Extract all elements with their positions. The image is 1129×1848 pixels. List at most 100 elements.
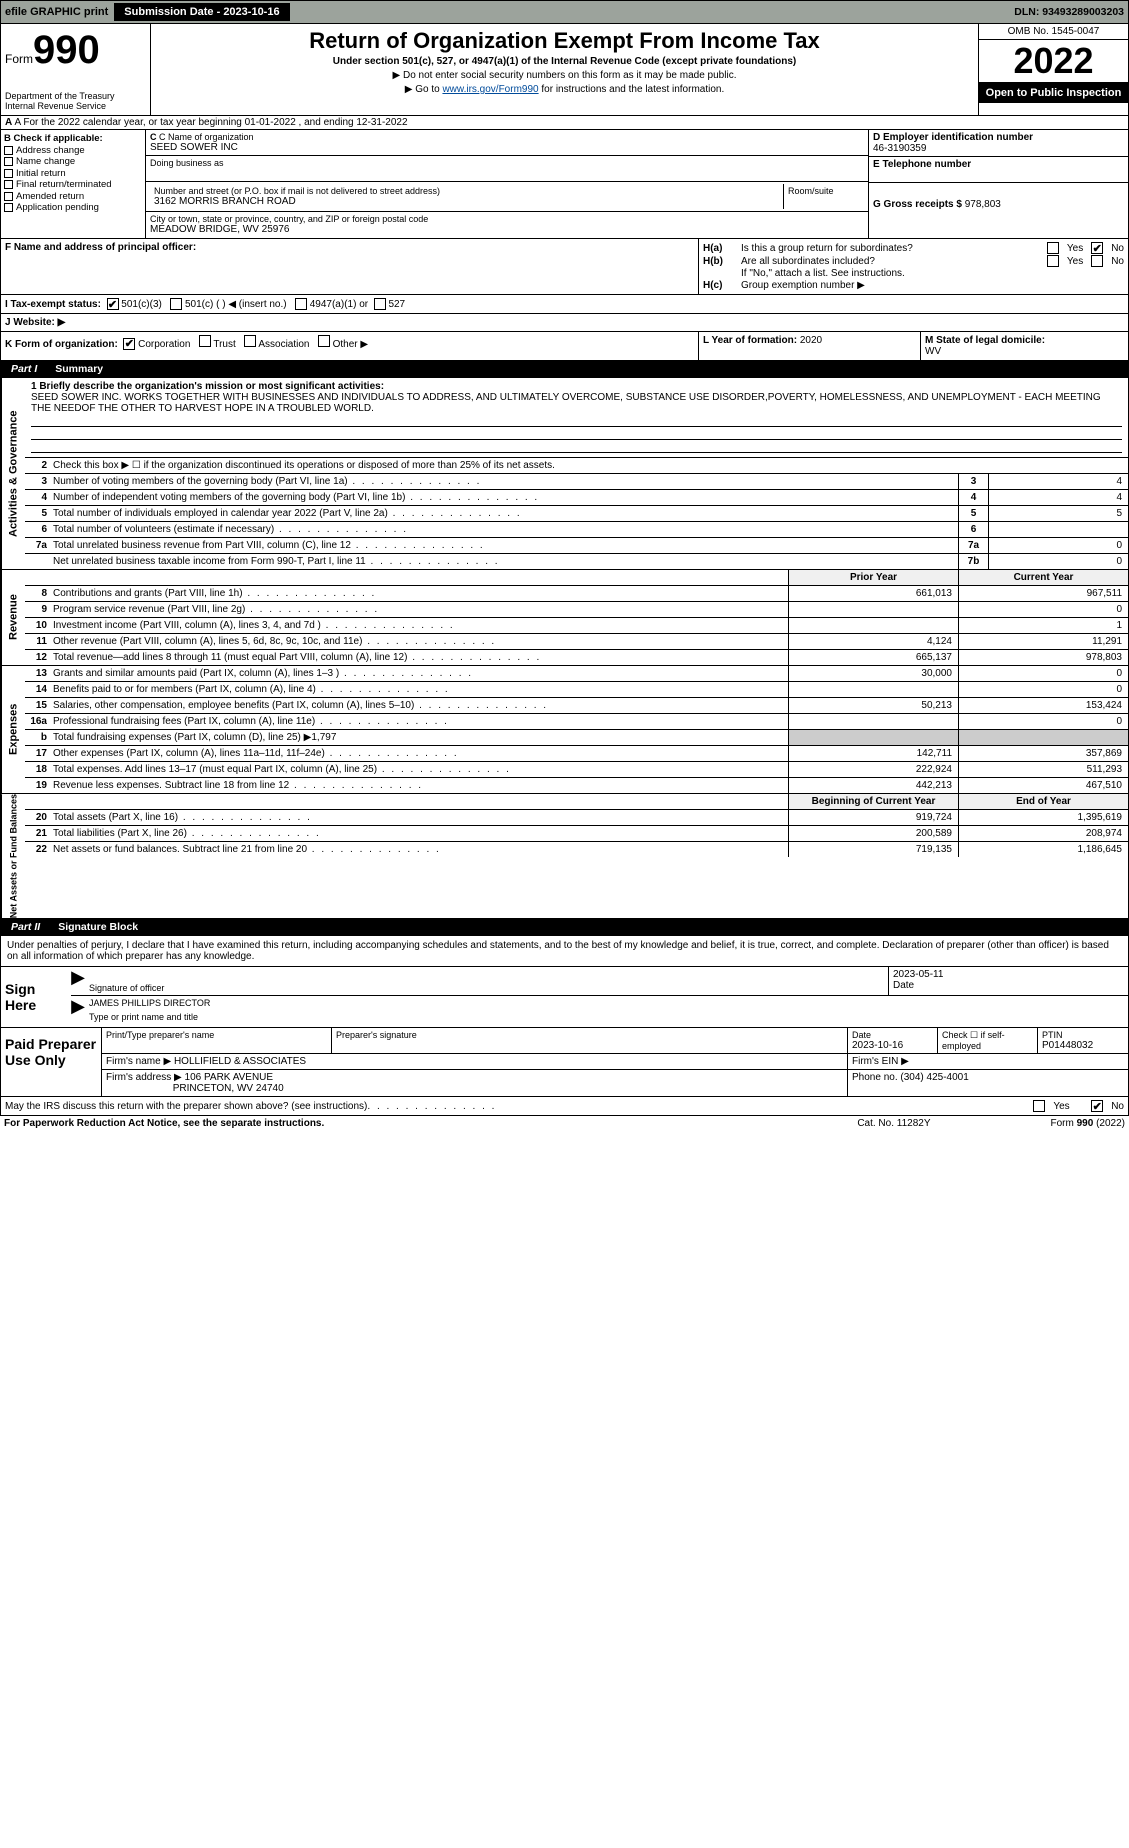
line-num: 5 bbox=[25, 506, 51, 521]
governance-section: Activities & Governance 1 Briefly descri… bbox=[0, 378, 1129, 570]
line-box: 4 bbox=[958, 490, 988, 505]
form-ref: Form 990 (2022) bbox=[1051, 1118, 1125, 1129]
sign-here-label: Sign Here bbox=[1, 967, 71, 1027]
prior-value: 442,213 bbox=[788, 778, 958, 793]
paid-preparer-label: Paid Preparer Use Only bbox=[1, 1028, 101, 1096]
trust-checkbox[interactable] bbox=[199, 335, 211, 347]
paperwork-notice: For Paperwork Reduction Act Notice, see … bbox=[4, 1118, 857, 1129]
ptin-value: P01448032 bbox=[1042, 1040, 1124, 1051]
note-link-pre: ▶ Go to bbox=[405, 84, 443, 95]
discuss-text: May the IRS discuss this return with the… bbox=[5, 1101, 367, 1112]
form-title: Return of Organization Exempt From Incom… bbox=[159, 28, 970, 54]
line-num: 19 bbox=[25, 778, 51, 793]
checkbox[interactable] bbox=[4, 169, 13, 178]
dln-label: DLN: 93493289003203 bbox=[1014, 6, 1124, 18]
addr-label: Number and street (or P.O. box if mail i… bbox=[154, 186, 779, 196]
hb-note: If "No," attach a list. See instructions… bbox=[741, 268, 1124, 279]
checkbox-label: Name change bbox=[16, 156, 75, 167]
other-checkbox[interactable] bbox=[318, 335, 330, 347]
sig-arrow-icon: ▶ bbox=[71, 996, 85, 1024]
firm-addr2: PRINCETON, WV 24740 bbox=[173, 1083, 284, 1094]
firm-name-label: Firm's name ▶ bbox=[106, 1056, 171, 1067]
line-num: 18 bbox=[25, 762, 51, 777]
checkbox[interactable] bbox=[4, 192, 13, 201]
prep-sig-label: Preparer's signature bbox=[336, 1030, 843, 1040]
row-l-year: L Year of formation: 2020 bbox=[698, 332, 920, 360]
hb-no-checkbox[interactable] bbox=[1091, 255, 1103, 267]
expenses-section: Expenses 13Grants and similar amounts pa… bbox=[0, 666, 1129, 794]
cat-no: Cat. No. 11282Y bbox=[857, 1118, 930, 1129]
row-fh: F Name and address of principal officer:… bbox=[0, 239, 1129, 295]
row-k-form-org: K Form of organization: ✔ Corporation Tr… bbox=[1, 332, 698, 360]
line-text: Contributions and grants (Part VIII, lin… bbox=[51, 586, 788, 601]
ha-text: Is this a group return for subordinates? bbox=[741, 243, 1047, 254]
row-klm: K Form of organization: ✔ Corporation Tr… bbox=[0, 332, 1129, 361]
governance-vtab: Activities & Governance bbox=[1, 378, 25, 569]
gross-value: 978,803 bbox=[965, 199, 1001, 210]
line-text: Revenue less expenses. Subtract line 18 … bbox=[51, 778, 788, 793]
irs-link[interactable]: www.irs.gov/Form990 bbox=[442, 84, 538, 95]
prior-year-header: Prior Year bbox=[788, 570, 958, 585]
line-box: 7a bbox=[958, 538, 988, 553]
addr-value: 3162 MORRIS BRANCH ROAD bbox=[154, 196, 779, 207]
gross-label: G Gross receipts $ bbox=[873, 199, 962, 210]
city-label: City or town, state or province, country… bbox=[150, 214, 864, 224]
officer-label: F Name and address of principal officer: bbox=[5, 242, 196, 253]
firm-name: HOLLIFIELD & ASSOCIATES bbox=[174, 1056, 306, 1067]
checkbox[interactable] bbox=[4, 146, 13, 155]
line-text: Total revenue—add lines 8 through 11 (mu… bbox=[51, 650, 788, 665]
efile-label: efile GRAPHIC print bbox=[5, 6, 108, 18]
corp-checkbox[interactable]: ✔ bbox=[123, 338, 135, 350]
checkbox[interactable] bbox=[4, 157, 13, 166]
form-word: Form bbox=[5, 52, 33, 66]
col-b-checkboxes: B Check if applicable: Address changeNam… bbox=[1, 130, 146, 238]
part2-label: Part II bbox=[1, 919, 50, 935]
submission-date-button[interactable]: Submission Date - 2023-10-16 bbox=[114, 3, 289, 21]
ein-label: D Employer identification number bbox=[873, 132, 1124, 143]
ha-yes-checkbox[interactable] bbox=[1047, 242, 1059, 254]
line-num: 22 bbox=[25, 842, 51, 857]
row-m-state: M State of legal domicile:WV bbox=[920, 332, 1128, 360]
line-num bbox=[25, 554, 51, 569]
row-a-calendar: A A For the 2022 calendar year, or tax y… bbox=[0, 116, 1129, 130]
527-checkbox[interactable] bbox=[374, 298, 386, 310]
line-text: Total expenses. Add lines 13–17 (must eq… bbox=[51, 762, 788, 777]
hb-yes-checkbox[interactable] bbox=[1047, 255, 1059, 267]
line-num: 4 bbox=[25, 490, 51, 505]
checkbox-label: Application pending bbox=[16, 202, 99, 213]
prior-value: 30,000 bbox=[788, 666, 958, 681]
checkbox[interactable] bbox=[4, 180, 13, 189]
current-value: 467,510 bbox=[958, 778, 1128, 793]
ha-no-checkbox[interactable]: ✔ bbox=[1091, 242, 1103, 254]
note-ssn: ▶ Do not enter social security numbers o… bbox=[159, 70, 970, 81]
discuss-no-checkbox[interactable]: ✔ bbox=[1091, 1100, 1103, 1112]
501c-checkbox[interactable] bbox=[170, 298, 182, 310]
self-emp-label: Check ☐ if self-employed bbox=[938, 1028, 1038, 1053]
q1-label: 1 Briefly describe the organization's mi… bbox=[31, 381, 384, 392]
form-header: Form990 Department of the Treasury Inter… bbox=[0, 24, 1129, 116]
discuss-yes-checkbox[interactable] bbox=[1033, 1100, 1045, 1112]
501c3-checkbox[interactable]: ✔ bbox=[107, 298, 119, 310]
line-num: 6 bbox=[25, 522, 51, 537]
4947-checkbox[interactable] bbox=[295, 298, 307, 310]
row-j-website: J Website: ▶ bbox=[0, 314, 1129, 332]
current-value: 1 bbox=[958, 618, 1128, 633]
part2-title: Signature Block bbox=[50, 919, 146, 935]
current-value: 511,293 bbox=[958, 762, 1128, 777]
checkbox[interactable] bbox=[4, 203, 13, 212]
footer: For Paperwork Reduction Act Notice, see … bbox=[0, 1116, 1129, 1131]
uline bbox=[31, 428, 1122, 440]
line-text: Total number of volunteers (estimate if … bbox=[51, 522, 958, 537]
firm-addr1: 106 PARK AVENUE bbox=[185, 1072, 274, 1083]
room-label: Room/suite bbox=[788, 186, 860, 196]
line-text: Salaries, other compensation, employee b… bbox=[51, 698, 788, 713]
line-box: 7b bbox=[958, 554, 988, 569]
assoc-checkbox[interactable] bbox=[244, 335, 256, 347]
mission-text: SEED SOWER INC. WORKS TOGETHER WITH BUSI… bbox=[31, 392, 1101, 414]
sig-officer-label: Signature of officer bbox=[89, 983, 884, 993]
line-num: 15 bbox=[25, 698, 51, 713]
line-num: 10 bbox=[25, 618, 51, 633]
firm-ein-label: Firm's EIN ▶ bbox=[852, 1056, 909, 1067]
beginning-year-header: Beginning of Current Year bbox=[788, 794, 958, 809]
net-assets-section: Net Assets or Fund Balances Beginning of… bbox=[0, 794, 1129, 919]
